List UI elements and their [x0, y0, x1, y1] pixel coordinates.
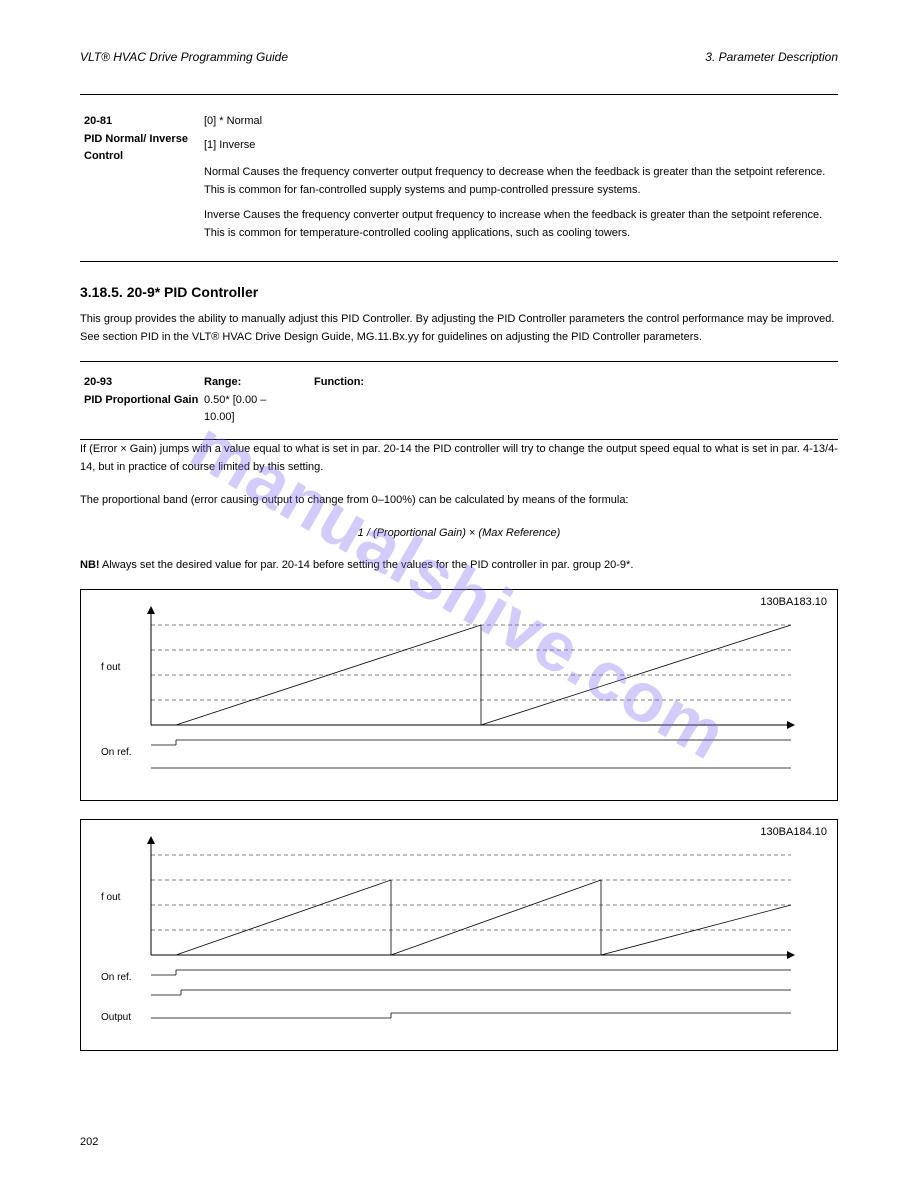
chart2-output: Output: [101, 1012, 131, 1023]
chart-2-container: 130BA184.10 f out On ref. Output: [80, 819, 838, 1051]
param-label-2: PID Proportional Gain: [84, 392, 204, 410]
param-row-2093: 20-93 PID Proportional Gain Range: 0.50*…: [80, 362, 838, 439]
chart1-onref: On ref.: [101, 747, 132, 758]
func-label: Function:: [314, 374, 834, 392]
header-title: VLT® HVAC Drive Programming Guide: [80, 50, 288, 64]
param-row-2081: 20-81 PID Normal/ Inverse Control [0] * …: [80, 95, 838, 261]
chart2-id: 130BA184.10: [760, 826, 827, 838]
divider-1: [80, 261, 838, 262]
paragraph-2: The proportional band (error causing out…: [80, 491, 838, 510]
note-text: Always set the desired value for par. 20…: [102, 559, 633, 571]
range-label: Range:: [204, 374, 294, 392]
chart-1-container: 130BA183.10 f out On ref.: [80, 589, 838, 801]
range-val: 0.50* [0.00 – 10.00]: [204, 392, 294, 427]
param-code: 20-81: [84, 113, 204, 131]
desc-inverse: Inverse Causes the frequency converter o…: [204, 207, 834, 242]
chart-1-svg: f out On ref.: [91, 600, 811, 790]
section-intro: This group provides the ability to manua…: [80, 310, 838, 347]
section-number: 3.18.5. 20-9* PID Controller: [80, 284, 838, 300]
note-label: NB!: [80, 559, 100, 571]
param-label: PID Normal/ Inverse Control: [84, 131, 204, 166]
formula: 1 / (Proportional Gain) × (Max Reference…: [80, 524, 838, 543]
chart2-onref: On ref.: [101, 972, 132, 983]
desc-normal: Normal Causes the frequency converter ou…: [204, 164, 834, 199]
option-inverse: [1] Inverse: [204, 137, 834, 155]
paragraph-1: If (Error × Gain) jumps with a value equ…: [80, 440, 838, 477]
param-code-2: 20-93: [84, 374, 204, 392]
page-number: 202: [80, 1136, 98, 1148]
chart1-ylabel: f out: [101, 662, 121, 673]
chart1-id: 130BA183.10: [760, 596, 827, 608]
option-normal: [0] * Normal: [204, 113, 834, 131]
header-chapter: 3. Parameter Description: [705, 50, 838, 64]
chart2-ylabel: f out: [101, 892, 121, 903]
chart-2-svg: f out On ref. Output: [91, 830, 811, 1040]
